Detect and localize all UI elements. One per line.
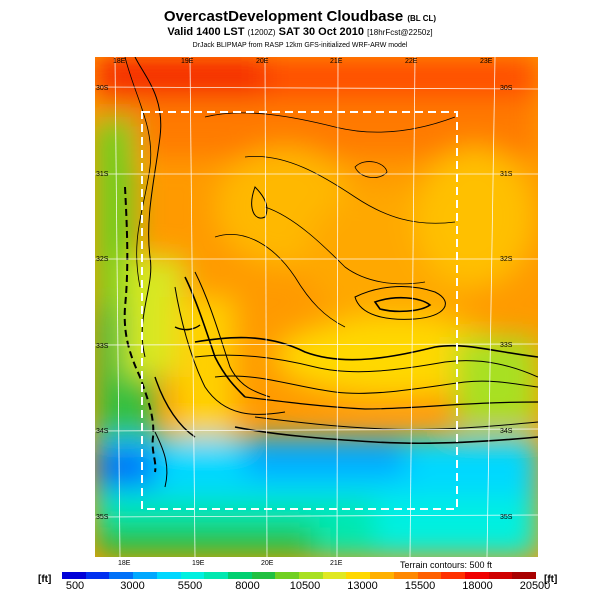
colorbar-swatch <box>85 572 110 579</box>
colorbar-swatch <box>464 572 489 579</box>
lat-label-right: 30S <box>500 85 513 92</box>
lon-label-top: 20E <box>256 58 269 65</box>
lat-label-right: 34S <box>500 428 513 435</box>
map-title: OvercastDevelopment Cloudbase (BL CL) <box>163 8 437 25</box>
coastline <box>123 186 157 473</box>
inner-domain-box <box>141 111 458 510</box>
colorbar-swatch <box>393 572 418 579</box>
colorbar-label: 15500 <box>404 580 436 592</box>
colorbar-swatch <box>227 572 252 579</box>
colorbar-label: 3000 <box>120 580 145 592</box>
colorbar-swatch <box>488 572 513 579</box>
colorbar-swatch <box>133 572 157 579</box>
colorbar-label: 20500 <box>519 580 551 592</box>
terrain-contours <box>124 57 538 488</box>
lon-label-top: 19E <box>181 58 194 65</box>
colorbar-swatch <box>109 572 134 579</box>
lon-label-top: 23E <box>480 58 493 65</box>
lat-label-left: 30S <box>96 85 109 92</box>
model-credit: DrJack BLIPMAP from RASP 12km GFS-initia… <box>192 42 408 49</box>
lon-label-bottom: 19E <box>192 560 205 567</box>
lon-label-top: 18E <box>113 58 126 65</box>
colorbar-label: 18000 <box>462 580 493 592</box>
colorbar <box>62 572 537 579</box>
colorbar-swatch <box>180 572 205 579</box>
colorbar-swatch <box>322 572 347 579</box>
lat-label-left: 34S <box>96 428 109 435</box>
lat-label-right: 32S <box>500 256 513 263</box>
colorbar-swatch <box>512 572 537 579</box>
lon-label-bottom: 20E <box>261 560 274 567</box>
map-area <box>95 57 538 557</box>
colorbar-swatch <box>441 572 465 579</box>
colorbar-label: 8000 <box>235 580 260 592</box>
colorbar-label: 13000 <box>347 580 378 592</box>
lat-label-left: 32S <box>96 256 109 263</box>
lat-label-right: 35S <box>500 514 513 521</box>
lon-label-bottom: 21E <box>330 560 343 567</box>
colorbar-swatch <box>251 572 276 579</box>
lat-label-left: 35S <box>96 514 109 521</box>
terrain-contour-note: Terrain contours: 500 ft <box>400 560 493 570</box>
colorbar-label: 5500 <box>177 580 203 592</box>
colorbar-label: 10500 <box>289 580 321 592</box>
colorbar-unit-right: [ft] <box>544 574 558 585</box>
lon-label-top: 22E <box>405 58 418 65</box>
lat-label-left: 31S <box>96 171 109 178</box>
colorbar-unit-left: [ft] <box>38 574 52 585</box>
lat-label-right: 33S <box>500 342 513 349</box>
cloudbase-field <box>95 57 538 557</box>
lat-label-left: 33S <box>96 343 109 350</box>
lat-lon-grid <box>95 57 538 557</box>
colorbar-swatch <box>62 572 86 579</box>
colorbar-swatch <box>370 572 394 579</box>
colorbar-swatch <box>204 572 228 579</box>
valid-time: Valid 1400 LST (1200Z) SAT 30 Oct 2010 [… <box>167 26 433 38</box>
lat-label-right: 31S <box>500 171 513 178</box>
colorbar-swatch <box>299 572 323 579</box>
colorbar-swatch <box>346 572 371 579</box>
colorbar-swatch <box>417 572 442 579</box>
lon-label-top: 21E <box>330 58 343 65</box>
colorbar-swatch <box>275 572 300 579</box>
cloudbase-map <box>95 57 538 557</box>
lon-label-bottom: 18E <box>118 560 131 567</box>
colorbar-swatch <box>156 572 181 579</box>
colorbar-label: 500 <box>65 580 85 592</box>
